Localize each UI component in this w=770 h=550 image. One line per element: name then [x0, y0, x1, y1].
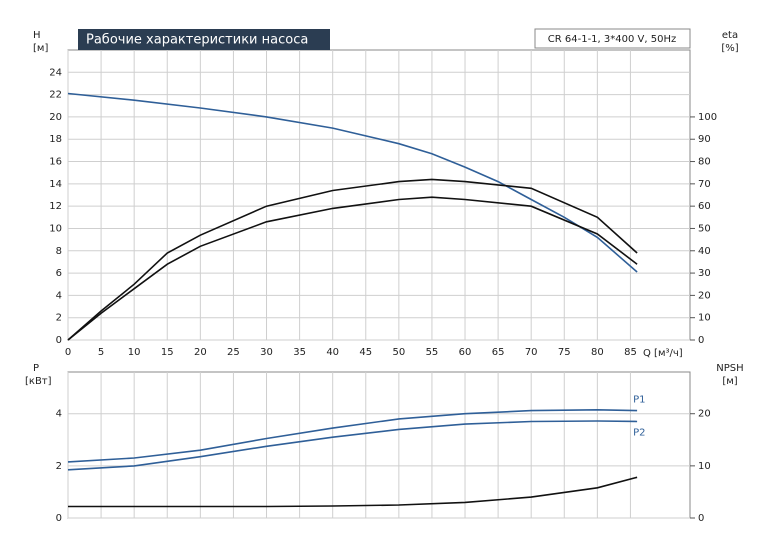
- x-tick-label: 30: [260, 347, 273, 358]
- y2-tick-label: 30: [698, 268, 711, 279]
- y-tick-label: 6: [56, 268, 62, 279]
- annotation: CR 64-1-1, 3*400 V, 50Hz: [548, 34, 676, 45]
- y-tick-label: 16: [49, 157, 62, 168]
- y2-label: eta: [722, 30, 738, 41]
- series-label: P1: [633, 395, 645, 406]
- x-tick-label: 60: [459, 347, 472, 358]
- title-box: [78, 29, 330, 50]
- x-tick-label: 25: [227, 347, 240, 358]
- y-tick-label: 8: [56, 246, 62, 257]
- y-tick-label: 4: [56, 409, 62, 420]
- y-tick-label: 0: [56, 335, 62, 346]
- y-tick-label: 24: [49, 67, 62, 78]
- y-tick-label: 14: [49, 179, 62, 190]
- annotation-box: [534, 28, 691, 49]
- y-tick-label: 20: [49, 112, 62, 123]
- y-tick-label: 18: [49, 134, 62, 145]
- y-tick-label: 22: [49, 90, 62, 101]
- x-tick-label: 70: [525, 347, 538, 358]
- y2-tick-label: 40: [698, 246, 711, 257]
- y2-tick-label: 70: [698, 179, 711, 190]
- x-tick-label: 80: [591, 347, 604, 358]
- x-tick-label: 35: [293, 347, 306, 358]
- y-label: P: [33, 363, 39, 374]
- series-line: [67, 196, 638, 341]
- x-tick-label: 0: [65, 347, 71, 358]
- y2-tick-label: 60: [698, 201, 711, 212]
- y2-tick-label: 100: [698, 112, 717, 123]
- series-line: [67, 420, 638, 471]
- y-unit: [м]: [33, 43, 48, 54]
- x-tick-label: 15: [161, 347, 174, 358]
- y2-unit: [м]: [722, 376, 737, 387]
- y-unit: [кВт]: [25, 376, 52, 387]
- y2-tick-label: 0: [698, 513, 704, 524]
- x-tick-label: 75: [558, 347, 571, 358]
- y-tick-label: 2: [56, 461, 62, 472]
- y2-tick-label: 10: [698, 313, 711, 324]
- y2-tick-label: 50: [698, 223, 711, 234]
- y2-label: NPSH: [716, 363, 743, 374]
- y-label: H: [33, 30, 41, 41]
- series-line: [67, 408, 638, 463]
- x-tick-label: 45: [359, 347, 372, 358]
- y-tick-label: 10: [49, 223, 62, 234]
- x-tick-label: 65: [492, 347, 505, 358]
- y2-tick-label: 90: [698, 134, 711, 145]
- x-tick-label: 20: [194, 347, 207, 358]
- y2-tick-label: 20: [698, 409, 711, 420]
- y-tick-label: 0: [56, 513, 62, 524]
- plot-frame: [67, 371, 691, 519]
- x-tick-label: 50: [392, 347, 405, 358]
- x-label: Q [м³/ч]: [643, 348, 683, 359]
- y2-unit: [%]: [721, 43, 738, 54]
- y-tick-label: 2: [56, 313, 62, 324]
- x-tick-label: 55: [426, 347, 439, 358]
- x-tick-label: 40: [326, 347, 339, 358]
- x-tick-label: 85: [624, 347, 637, 358]
- y-tick-label: 12: [49, 201, 62, 212]
- series-label: P2: [633, 428, 645, 439]
- y-tick-label: 4: [56, 290, 62, 301]
- x-tick-label: 10: [128, 347, 141, 358]
- y2-tick-label: 10: [698, 461, 711, 472]
- plot-frame: [67, 49, 691, 341]
- y2-tick-label: 80: [698, 157, 711, 168]
- chart-title: Рабочие характеристики насоса: [86, 33, 308, 48]
- y2-tick-label: 20: [698, 290, 711, 301]
- series-line: [67, 178, 638, 341]
- x-tick-label: 5: [98, 347, 104, 358]
- series-line: [68, 476, 638, 508]
- series-line: [67, 92, 638, 273]
- y2-tick-label: 0: [698, 335, 704, 346]
